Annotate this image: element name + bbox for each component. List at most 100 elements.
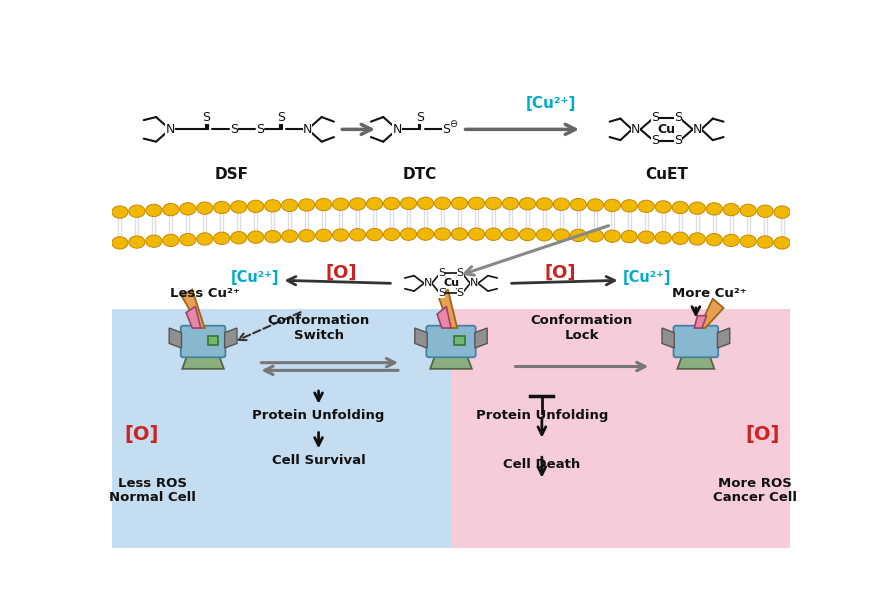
Text: DTC: DTC — [403, 166, 437, 182]
Ellipse shape — [417, 228, 434, 240]
Ellipse shape — [435, 228, 451, 240]
Text: S: S — [277, 110, 286, 124]
Ellipse shape — [435, 197, 451, 209]
Text: S: S — [202, 110, 210, 124]
Text: [O]: [O] — [545, 264, 576, 282]
Text: [Cu²⁺]: [Cu²⁺] — [526, 95, 576, 111]
Ellipse shape — [146, 235, 162, 248]
Ellipse shape — [112, 206, 128, 218]
Ellipse shape — [486, 228, 502, 240]
Ellipse shape — [214, 232, 230, 245]
Ellipse shape — [400, 228, 416, 240]
Text: [O]: [O] — [124, 425, 158, 444]
Text: More Cu²⁺: More Cu²⁺ — [671, 287, 746, 300]
Ellipse shape — [740, 235, 756, 248]
Text: DSF: DSF — [215, 166, 248, 182]
Ellipse shape — [112, 237, 128, 249]
Text: Conformation
Lock: Conformation Lock — [531, 314, 633, 342]
Ellipse shape — [706, 233, 722, 246]
Polygon shape — [699, 299, 723, 328]
Ellipse shape — [265, 230, 281, 243]
Ellipse shape — [451, 197, 467, 209]
Polygon shape — [113, 309, 451, 548]
Ellipse shape — [774, 206, 790, 218]
Ellipse shape — [247, 200, 264, 213]
Ellipse shape — [247, 231, 264, 243]
Text: N: N — [392, 123, 402, 136]
Ellipse shape — [468, 228, 485, 240]
Ellipse shape — [757, 236, 774, 248]
Polygon shape — [678, 352, 715, 369]
Text: [Cu²⁺]: [Cu²⁺] — [231, 270, 279, 285]
Ellipse shape — [333, 229, 348, 241]
Polygon shape — [414, 328, 427, 348]
Text: Cell Death: Cell Death — [503, 458, 581, 471]
Text: S: S — [438, 288, 445, 298]
Ellipse shape — [486, 197, 502, 209]
Polygon shape — [662, 328, 674, 348]
Ellipse shape — [349, 198, 366, 210]
Ellipse shape — [265, 200, 281, 212]
Polygon shape — [439, 290, 458, 328]
Text: Protein Unfolding: Protein Unfolding — [476, 409, 608, 423]
Ellipse shape — [689, 202, 705, 214]
Ellipse shape — [570, 198, 586, 211]
Ellipse shape — [536, 229, 553, 241]
FancyBboxPatch shape — [427, 326, 475, 357]
Ellipse shape — [333, 198, 348, 211]
Text: N: N — [303, 123, 312, 136]
Polygon shape — [113, 74, 790, 309]
Ellipse shape — [180, 233, 196, 246]
Ellipse shape — [587, 199, 604, 211]
Polygon shape — [451, 309, 790, 548]
Ellipse shape — [180, 203, 196, 215]
Ellipse shape — [554, 229, 569, 241]
Text: S: S — [651, 111, 659, 124]
Ellipse shape — [740, 205, 756, 217]
Ellipse shape — [774, 237, 790, 249]
Text: Conformation
Switch: Conformation Switch — [268, 314, 370, 342]
Ellipse shape — [570, 229, 586, 241]
Text: N: N — [165, 123, 174, 136]
Ellipse shape — [605, 199, 620, 211]
Text: S: S — [443, 123, 451, 136]
Text: Cu: Cu — [443, 278, 459, 288]
Text: Cancer Cell: Cancer Cell — [713, 491, 797, 504]
Text: N: N — [423, 278, 432, 288]
Text: S: S — [674, 111, 682, 124]
Text: Less Cu²⁺: Less Cu²⁺ — [170, 287, 239, 300]
Text: N: N — [693, 123, 702, 136]
Ellipse shape — [231, 232, 247, 244]
Ellipse shape — [366, 229, 383, 241]
Ellipse shape — [621, 200, 637, 212]
Text: [Cu²⁺]: [Cu²⁺] — [623, 270, 671, 285]
Ellipse shape — [723, 203, 739, 216]
Ellipse shape — [451, 228, 467, 240]
Ellipse shape — [384, 197, 400, 209]
Polygon shape — [182, 352, 224, 369]
Text: Protein Unfolding: Protein Unfolding — [253, 409, 385, 423]
Text: Cell Survival: Cell Survival — [272, 454, 365, 467]
Ellipse shape — [197, 202, 213, 214]
Ellipse shape — [672, 201, 688, 214]
FancyBboxPatch shape — [673, 326, 718, 357]
Ellipse shape — [519, 198, 536, 210]
Ellipse shape — [621, 230, 637, 243]
Ellipse shape — [231, 201, 247, 213]
Text: [O]: [O] — [745, 425, 780, 444]
Ellipse shape — [519, 229, 536, 241]
Ellipse shape — [638, 231, 655, 243]
Polygon shape — [208, 336, 218, 345]
Ellipse shape — [400, 197, 416, 209]
Ellipse shape — [417, 197, 434, 209]
Polygon shape — [181, 290, 205, 328]
Ellipse shape — [672, 232, 688, 245]
Ellipse shape — [298, 230, 315, 242]
Text: S: S — [438, 269, 445, 278]
Polygon shape — [717, 328, 730, 348]
Ellipse shape — [655, 201, 671, 213]
Ellipse shape — [128, 205, 145, 217]
Ellipse shape — [366, 198, 383, 210]
Ellipse shape — [706, 203, 722, 215]
Ellipse shape — [316, 229, 332, 241]
